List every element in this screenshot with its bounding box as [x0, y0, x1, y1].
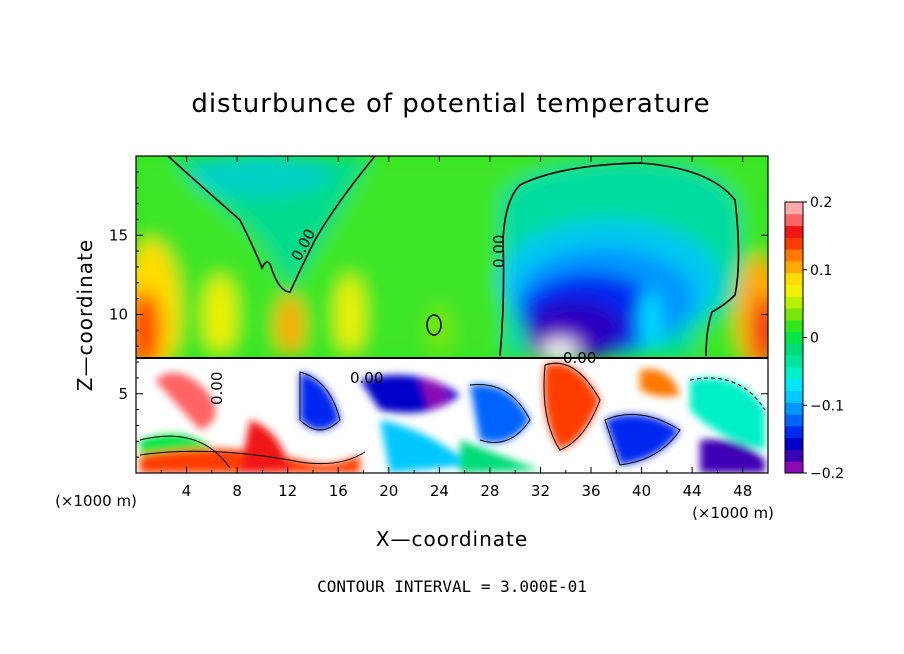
- x-tick-label: 48: [733, 482, 752, 500]
- y-tick-label: 10: [109, 306, 128, 324]
- colorbar-swatch: [785, 437, 803, 450]
- x-unit-label-right: (×1000 m): [692, 504, 774, 522]
- contour-lines: [139, 156, 766, 469]
- x-tick-label: 12: [278, 482, 297, 500]
- colorbar: [784, 201, 804, 474]
- x-tick-label: 24: [430, 482, 449, 500]
- colorbar-swatch: [785, 249, 803, 262]
- colorbar-swatch: [785, 213, 803, 227]
- x-tick-label: 32: [531, 482, 550, 500]
- colorbar-swatch: [785, 390, 803, 403]
- x-axis-label: X—coordinate: [376, 527, 528, 551]
- lower-field: [136, 357, 768, 473]
- colorbar-swatch: [785, 355, 803, 368]
- x-axis: 4 8 12 16 20 24 28 32 36 40 44 48: [160, 156, 752, 500]
- colorbar-tick-label: −0.1: [810, 398, 844, 414]
- upper-field: [136, 156, 768, 380]
- colorbar-swatch: [785, 461, 803, 474]
- colorbar-tick-label: 0: [810, 331, 819, 347]
- y-tick-label: 5: [118, 385, 128, 403]
- x-tick-label: 44: [683, 482, 702, 500]
- colorbar-swatch: [785, 366, 803, 380]
- colorbar-swatch: [785, 296, 803, 309]
- colorbar-swatch: [785, 308, 803, 321]
- colorbar-swatch: [785, 449, 803, 462]
- colorbar-swatch: [785, 331, 803, 344]
- x-tick-label: 4: [182, 482, 192, 500]
- contour-label: 0.00: [208, 372, 226, 405]
- colorbar-tick-label: −0.2: [810, 466, 844, 482]
- contour-interval-note: CONTOUR INTERVAL = 3.000E-01: [317, 577, 587, 596]
- x-tick-label: 8: [232, 482, 242, 500]
- colorbar-swatch: [785, 202, 803, 215]
- colorbar-ticks: 0.2 0.1 0 −0.1 −0.2: [803, 195, 844, 482]
- y-axis: 5 10 15: [109, 171, 768, 458]
- x-tick-label: 36: [581, 482, 600, 500]
- colorbar-swatch: [785, 284, 803, 297]
- colorbar-swatch: [785, 414, 803, 427]
- contour-label: 0.00: [490, 235, 508, 268]
- colorbar-swatch: [785, 260, 803, 274]
- contour-label: 0.00: [563, 349, 596, 367]
- colorbar-tick-label: 0.1: [810, 263, 832, 279]
- colorbar-swatch: [785, 425, 803, 439]
- x-tick-label: 40: [632, 482, 651, 500]
- x-tick-label: 16: [329, 482, 348, 500]
- plot-area: 0.00 0.00 0.00 0.00 0.00: [136, 156, 768, 473]
- colorbar-swatch: [785, 272, 803, 285]
- colorbar-swatch: [785, 237, 803, 250]
- colorbar-tick-label: 0.2: [810, 195, 832, 211]
- x-unit-label: (×1000 m): [55, 492, 137, 510]
- x-tick-label: 28: [480, 482, 499, 500]
- y-tick-label: 15: [109, 226, 128, 244]
- colorbar-swatch: [785, 319, 803, 333]
- colorbar-swatch: [785, 225, 803, 238]
- colorbar-swatch: [785, 378, 803, 392]
- colorbar-swatch: [785, 402, 803, 415]
- contour-label: 0.00: [350, 369, 383, 387]
- x-tick-label: 20: [379, 482, 398, 500]
- chart-title: disturbunce of potential temperature: [191, 89, 710, 119]
- colorbar-swatch: [785, 343, 803, 356]
- y-axis-label: Z—coordinate: [73, 239, 97, 391]
